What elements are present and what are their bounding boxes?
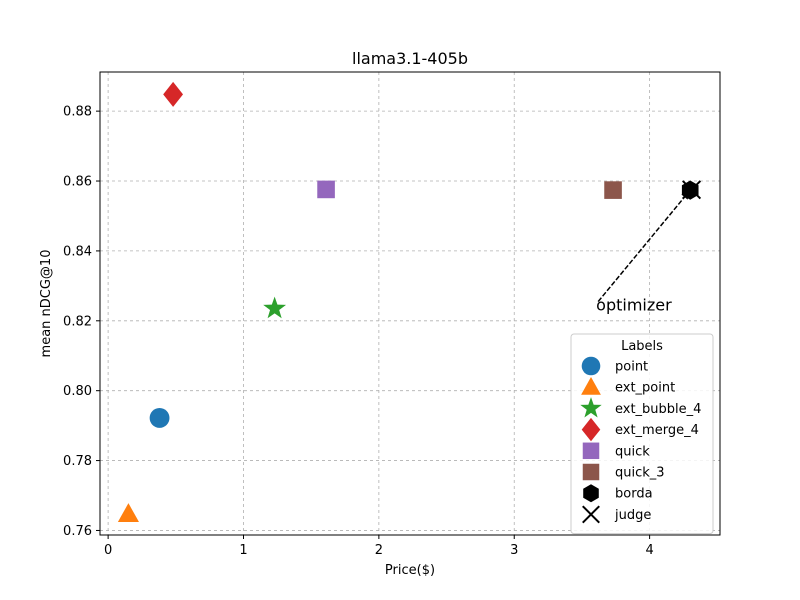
y-tick-label: 0.82 [63,314,92,329]
annotation-arrow-line [597,189,691,303]
legend-label-point: point [615,360,648,375]
x-tick-label: 3 [510,543,518,558]
legend-label-borda: borda [615,487,653,502]
x-tick-label: 4 [645,543,653,558]
legend: Labels point ext_point ext_bubble_4 ext_merg… [570,333,714,535]
legend-label-ext_bubble_4: ext_bubble_4 [615,402,701,417]
x-tick-label: 1 [239,543,247,558]
legend-label-ext_point: ext_point [615,381,675,396]
plot-area-frame [99,71,721,536]
y-tick-label: 0.88 [63,105,92,120]
x-axis-label: Price($) [385,563,435,578]
point-ext_merge_4 [163,81,184,107]
point-quick [317,180,335,199]
annotation-text: optimizer [596,296,672,315]
legend-label-judge: judge [614,508,651,523]
y-tick-label: 0.76 [63,524,92,539]
x-marker-stroke [582,505,600,524]
point-quick_3 [604,181,622,199]
legend-marker-ext_merge_4 [581,417,601,442]
axis-ticks: 0 1 2 3 4 0.76 0.78 0.80 0.82 0.84 0.86 0.88 [63,105,654,558]
point-point [149,408,170,428]
x-tick-label: 2 [375,543,383,558]
point-ext_point [117,503,139,523]
legend-marker-borda [583,484,599,503]
legend-label-quick: quick [615,444,650,459]
y-tick-label: 0.78 [63,454,92,469]
x-tick-label: 0 [104,543,112,558]
legend-label-ext_merge_4: ext_merge_4 [615,423,699,438]
data-points [117,81,702,523]
legend-marker-ext_point [581,377,601,395]
legend-marker-quick [582,442,600,460]
chart-title: llama3.1-405b [352,49,468,68]
legend-marker-point [581,356,601,376]
legend-marker-judge [582,505,600,524]
legend-marker-quick_3 [582,463,600,481]
legend-box [570,333,714,535]
y-tick-label: 0.80 [63,384,92,399]
x-marker-stroke [682,180,702,200]
y-tick-label: 0.84 [63,244,92,259]
y-tick-label: 0.86 [63,175,92,190]
legend-label-quick_3: quick_3 [615,466,665,481]
y-axis-label: mean nDCG@10 [39,250,54,358]
legend-marker-ext_bubble_4 [580,397,602,418]
legend-title: Labels [621,339,663,354]
annotation-layer: optimizer [596,189,691,315]
point-judge [682,180,702,200]
point-ext_bubble_4 [263,296,287,319]
